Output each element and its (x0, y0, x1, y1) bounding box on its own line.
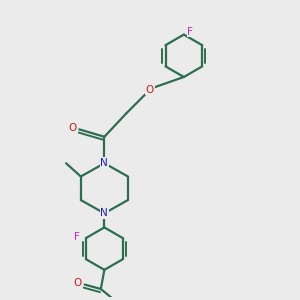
Text: N: N (100, 158, 108, 168)
Text: O: O (73, 278, 81, 288)
Text: O: O (146, 85, 154, 94)
Text: F: F (188, 27, 193, 37)
Text: O: O (69, 123, 77, 133)
Text: F: F (74, 232, 80, 242)
Text: N: N (100, 208, 108, 218)
